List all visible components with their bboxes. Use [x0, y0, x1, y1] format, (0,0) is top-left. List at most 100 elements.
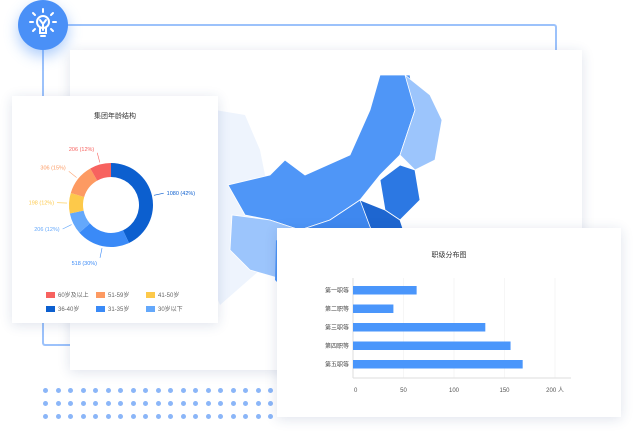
slice-label: 306 (15%)	[40, 165, 66, 171]
donut-slice[interactable]	[90, 163, 111, 181]
dot	[155, 414, 161, 419]
dot	[43, 401, 48, 406]
bar[interactable]	[353, 341, 511, 351]
y-category-label: 第一职等	[325, 287, 349, 295]
legend-item[interactable]: 60岁及以上	[46, 290, 89, 299]
legend-label: 41-50岁	[158, 293, 180, 299]
dot	[143, 388, 148, 393]
dot	[180, 388, 186, 393]
dot	[193, 401, 198, 406]
dot	[118, 388, 123, 393]
label-leader	[62, 224, 72, 230]
donut-slice[interactable]	[79, 223, 129, 247]
dot	[268, 388, 273, 393]
legend-swatch	[46, 291, 55, 298]
dot	[80, 414, 86, 419]
slice-label: 518 (30%)	[72, 261, 98, 267]
dot	[205, 388, 211, 393]
bar[interactable]	[353, 323, 486, 332]
dot	[68, 388, 73, 393]
dot	[130, 401, 136, 406]
legend-label: 36-40岁	[58, 307, 80, 313]
legend-swatch	[96, 291, 105, 298]
slice-label: 198 (12%)	[29, 201, 55, 207]
legend-item[interactable]: 36-40岁	[46, 304, 79, 313]
bar[interactable]	[353, 360, 523, 369]
dot	[93, 388, 98, 393]
dot	[168, 414, 173, 419]
donut-slice[interactable]	[111, 163, 154, 243]
dot	[255, 401, 261, 406]
legend-label: 60岁及以上	[58, 293, 89, 299]
connector-line	[60, 24, 557, 60]
dot	[255, 388, 261, 393]
dot	[205, 401, 211, 406]
dot	[43, 414, 48, 419]
dot	[230, 401, 236, 406]
dot	[155, 388, 161, 393]
y-category-label: 第四职等	[325, 342, 349, 350]
dot	[268, 414, 273, 419]
dot	[168, 388, 173, 393]
x-tick-label: 200 人	[546, 387, 564, 394]
lightbulb-badge	[18, 0, 68, 50]
legend-swatch	[146, 305, 155, 312]
bar[interactable]	[353, 304, 394, 314]
dot	[180, 401, 186, 406]
legend-item[interactable]: 31-35岁	[96, 304, 129, 313]
legend-swatch	[146, 291, 155, 298]
dot	[268, 401, 273, 406]
label-leader	[96, 152, 101, 163]
dot	[168, 401, 173, 406]
donut-slice[interactable]	[70, 168, 98, 197]
dot	[118, 414, 123, 419]
dot	[243, 401, 248, 406]
legend-label: 51-59岁	[108, 293, 130, 299]
slice-label: 1080 (42%)	[167, 191, 196, 197]
lightbulb-icon	[29, 8, 57, 37]
dot	[80, 388, 86, 393]
rank-distribution-card: 职级分布图 0 50 100 150 200 人 第一职等 第二职等 第三职等 第四职等 第五职等	[277, 228, 621, 417]
dot	[105, 401, 111, 406]
dot	[105, 414, 111, 419]
x-tick-label: 150	[499, 388, 510, 394]
y-category-label: 第三职等	[325, 324, 349, 332]
dot	[55, 388, 61, 393]
dot	[55, 401, 61, 406]
legend-swatch	[46, 305, 55, 312]
dot	[193, 388, 198, 393]
dot	[218, 414, 223, 419]
dot	[68, 414, 73, 419]
dot	[130, 388, 136, 393]
dot	[243, 388, 248, 393]
rank-chart-title: 职级分布图	[431, 252, 467, 259]
dot	[218, 401, 223, 406]
legend-item[interactable]: 41-50岁	[146, 290, 179, 299]
bar[interactable]	[353, 286, 417, 295]
donut-slice[interactable]	[69, 192, 85, 214]
label-leader	[99, 248, 103, 258]
age-donut-chart: 1080 (42%) 518 (30%) 206 (12%) 198 (12%) 306…	[29, 147, 196, 267]
age-chart-title: 集团年龄结构	[94, 113, 136, 120]
dot	[230, 414, 236, 419]
label-leader	[68, 171, 77, 178]
dot	[143, 401, 148, 406]
dot	[143, 414, 148, 419]
dot	[255, 414, 261, 419]
dot	[130, 414, 136, 419]
donut-slice[interactable]	[69, 210, 90, 233]
legend-label: 31-35岁	[108, 307, 130, 313]
dot	[93, 401, 98, 406]
legend-item[interactable]: 51-59岁	[96, 290, 129, 299]
dot	[155, 401, 161, 406]
dot	[230, 388, 236, 393]
dot	[68, 401, 73, 406]
x-tick-label: 100	[449, 388, 460, 394]
x-tick-label: 50	[400, 388, 407, 394]
dot	[180, 414, 186, 419]
dot	[43, 388, 48, 393]
dot	[193, 414, 198, 419]
legend-item[interactable]: 30岁以下	[146, 304, 183, 313]
dot	[55, 414, 61, 419]
age-structure-card: 集团年龄结构 1080 (42%) 518 (30%) 206 (12%) 198 (…	[12, 96, 218, 323]
